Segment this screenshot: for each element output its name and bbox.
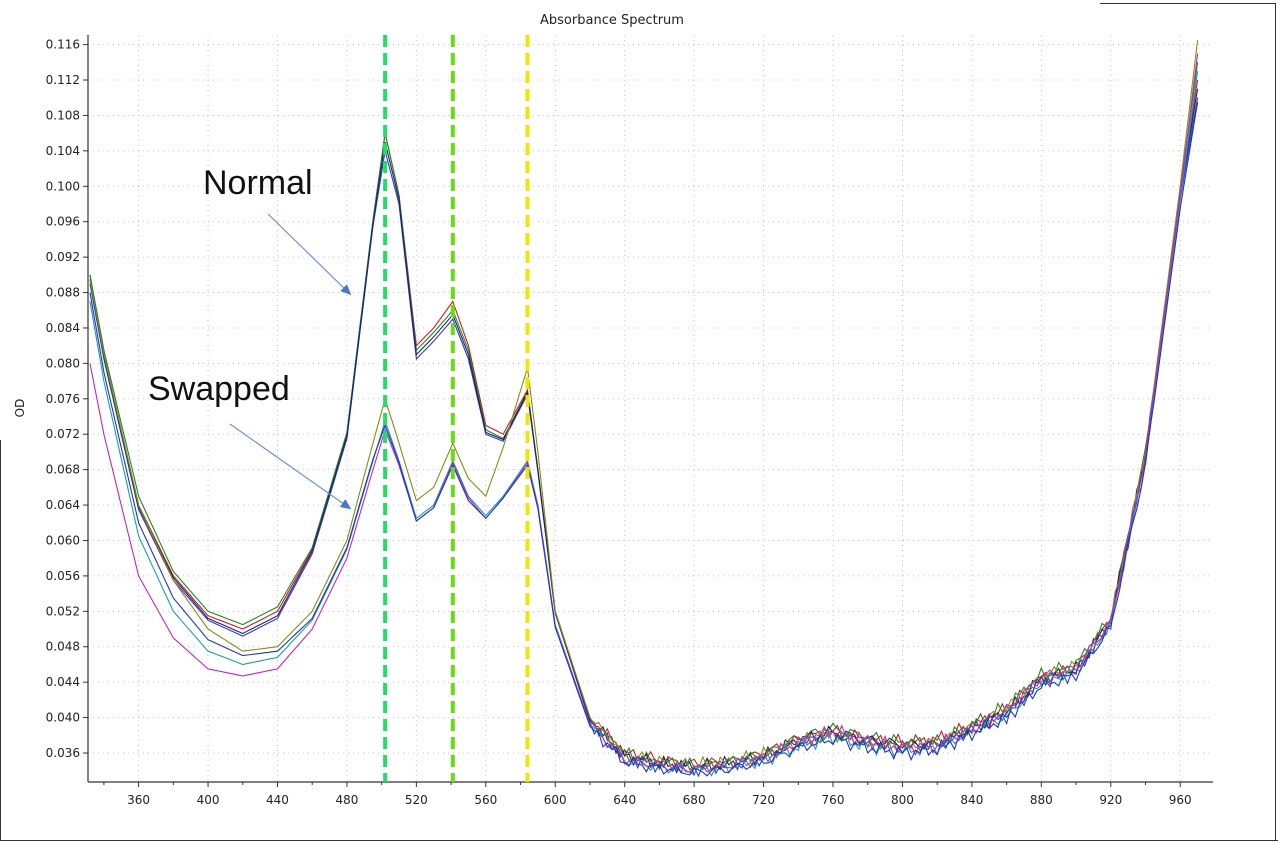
x-tick-label: 880	[1030, 793, 1053, 807]
x-tick-label: 840	[960, 793, 983, 807]
y-tick-label: 0.060	[46, 533, 80, 547]
x-tick-label: 440	[266, 793, 289, 807]
y-tick-labels: 0.036 0.040 0.044 0.048 0.052 0.056 0.060 0.064…	[46, 38, 80, 760]
x-tick-label: 560	[474, 793, 497, 807]
grid	[88, 35, 1213, 782]
annotation-swapped: Swapped	[148, 370, 290, 408]
y-tick-label: 0.068	[46, 463, 80, 477]
axes	[83, 35, 1213, 787]
y-axis-label: OD	[13, 399, 27, 418]
x-tick-label: 360	[127, 793, 150, 807]
annotation-arrow	[267, 213, 352, 296]
y-tick-label: 0.064	[46, 498, 80, 512]
x-tick-label: 960	[1169, 793, 1192, 807]
series-line-swapped	[89, 53, 1199, 774]
chart-title: Absorbance Spectrum	[540, 13, 684, 28]
wavelength-markers	[383, 35, 530, 782]
y-tick-label: 0.116	[46, 38, 80, 52]
x-tick-label: 680	[683, 793, 706, 807]
series-line-swapped	[89, 40, 1199, 772]
y-tick-label: 0.052	[46, 604, 80, 618]
y-tick-label: 0.044	[46, 675, 80, 689]
series-line-swapped	[89, 102, 1199, 777]
y-tick-label: 0.072	[46, 427, 80, 441]
y-tick-label: 0.076	[46, 392, 80, 406]
series-lines	[89, 40, 1199, 778]
annotation-arrow	[229, 423, 352, 510]
y-tick-label: 0.080	[46, 356, 80, 370]
y-tick-label: 0.096	[46, 215, 80, 229]
x-tick-label: 600	[544, 793, 567, 807]
y-tick-label: 0.036	[46, 746, 80, 760]
y-tick-label: 0.040	[46, 711, 80, 725]
x-tick-label: 640	[613, 793, 636, 807]
annotation-normal: Normal	[203, 164, 313, 202]
x-tick-label: 800	[891, 793, 914, 807]
y-tick-label: 0.088	[46, 286, 80, 300]
x-tick-label: 760	[822, 793, 845, 807]
y-tick-label: 0.112	[46, 73, 80, 87]
x-tick-labels: 360 400 440 480 520 560 600 640 680 720 760 800 840 8…	[127, 793, 1192, 807]
y-tick-label: 0.048	[46, 640, 80, 654]
y-tick-label: 0.092	[46, 250, 80, 264]
x-tick-label: 400	[197, 793, 220, 807]
x-tick-label: 480	[335, 793, 358, 807]
plot-frame-bottom-left	[0, 440, 1278, 841]
y-tick-label: 0.084	[46, 321, 80, 335]
annotations: Normal Swapped	[148, 164, 352, 510]
y-tick-label: 0.100	[46, 179, 80, 193]
y-tick-label: 0.056	[46, 569, 80, 583]
y-tick-label: 0.104	[46, 144, 80, 158]
x-tick-label: 520	[405, 793, 428, 807]
series-line-swapped	[89, 71, 1199, 777]
plot-frame-top-right	[1100, 3, 1276, 841]
y-tick-label: 0.108	[46, 108, 80, 122]
x-tick-label: 720	[752, 793, 775, 807]
x-tick-label: 920	[1099, 793, 1122, 807]
